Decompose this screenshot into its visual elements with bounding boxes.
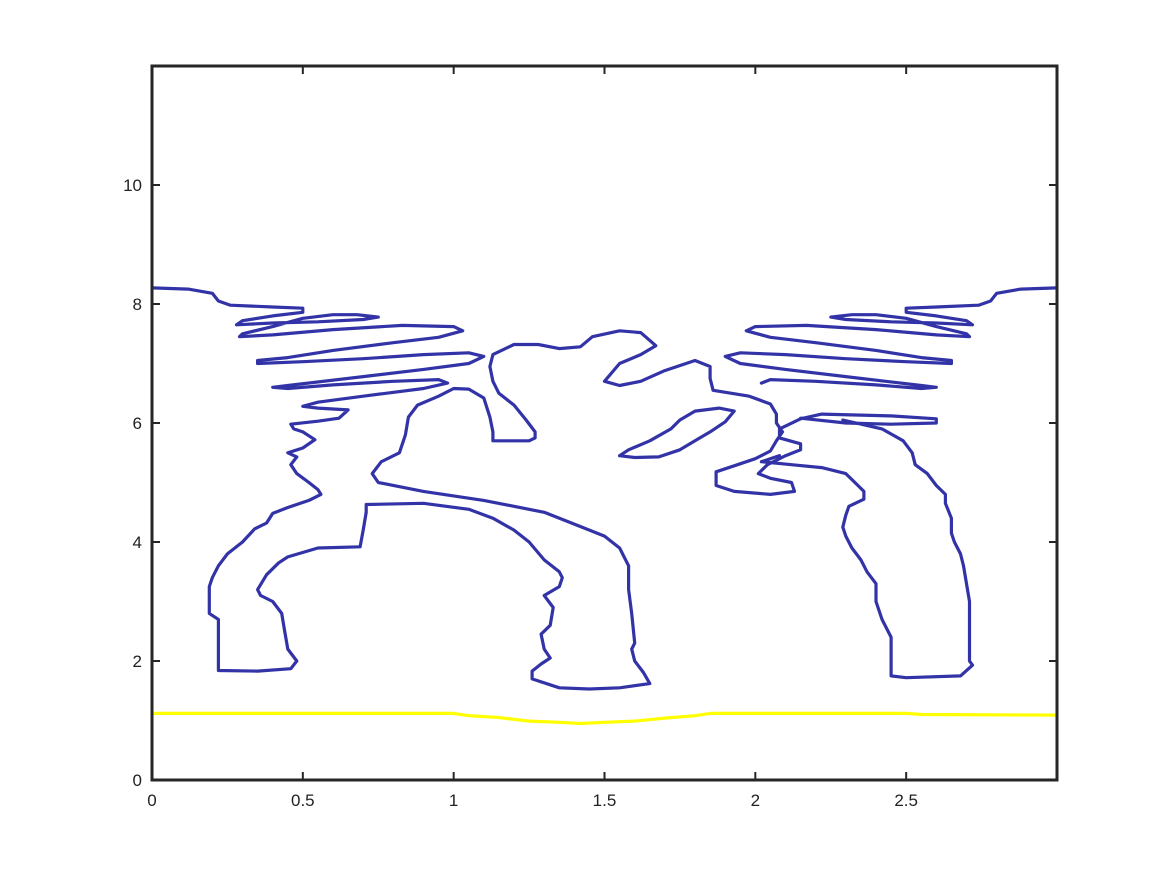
- contour-line-1-0: [723, 286, 1059, 391]
- y-tick-label-3: 6: [133, 414, 142, 433]
- x-tick-label-2: 1: [449, 791, 458, 810]
- contour-line-0-0: [150, 286, 938, 691]
- y-tick-label-2: 4: [133, 533, 142, 552]
- series-layer: [150, 286, 1059, 726]
- x-tick-label-3: 1.5: [593, 791, 617, 810]
- y-tick-label-5: 10: [123, 176, 142, 195]
- contour-line-1-1: [759, 418, 975, 680]
- x-tick-label-4: 2: [751, 791, 760, 810]
- x-tick-label-1: 0.5: [291, 791, 315, 810]
- x-tick-label-5: 2.5: [894, 791, 918, 810]
- y-tick-label-4: 8: [133, 295, 142, 314]
- contour-line-3-0: [150, 711, 1059, 726]
- y-tick-label-1: 2: [133, 652, 142, 671]
- x-tick-label-0: 0: [147, 791, 156, 810]
- y-tick-label-0: 0: [133, 771, 142, 790]
- tick-layer: 0 0.5 1 1.5 2 2.5 0 2 4 6 8 10: [123, 66, 1057, 810]
- contour-line-2-0: [618, 406, 736, 460]
